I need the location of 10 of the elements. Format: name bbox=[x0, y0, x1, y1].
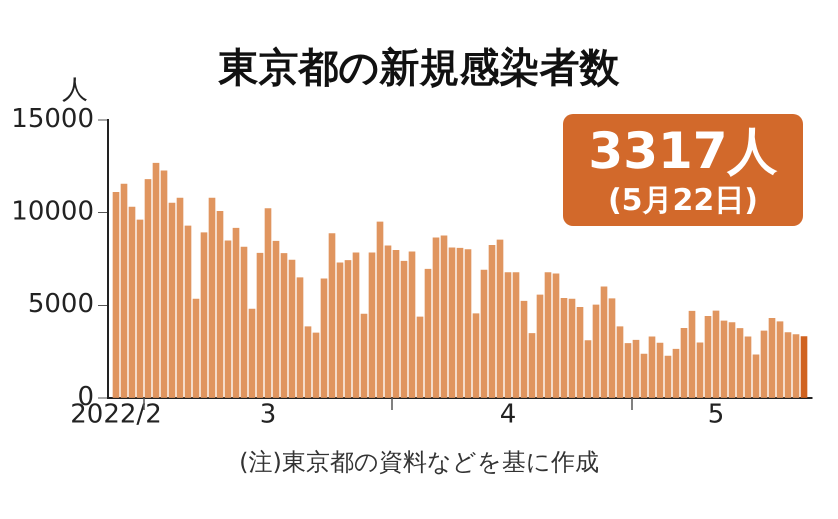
x-tick-label: 3 bbox=[260, 399, 276, 430]
text: (注)東京都の資料などを基に作成 bbox=[238, 447, 600, 478]
bar bbox=[800, 336, 808, 398]
x-tick-label: 5 bbox=[708, 399, 724, 430]
x-tick-label: 4 bbox=[500, 399, 516, 430]
y-tick-label: 10000 bbox=[11, 196, 94, 226]
annotation: (5月22日) bbox=[606, 182, 760, 220]
y-tick-label: 5000 bbox=[28, 289, 94, 320]
annotation: 3317人 bbox=[588, 122, 778, 180]
chart-title: 東京都の新規感染者数 bbox=[218, 45, 620, 91]
